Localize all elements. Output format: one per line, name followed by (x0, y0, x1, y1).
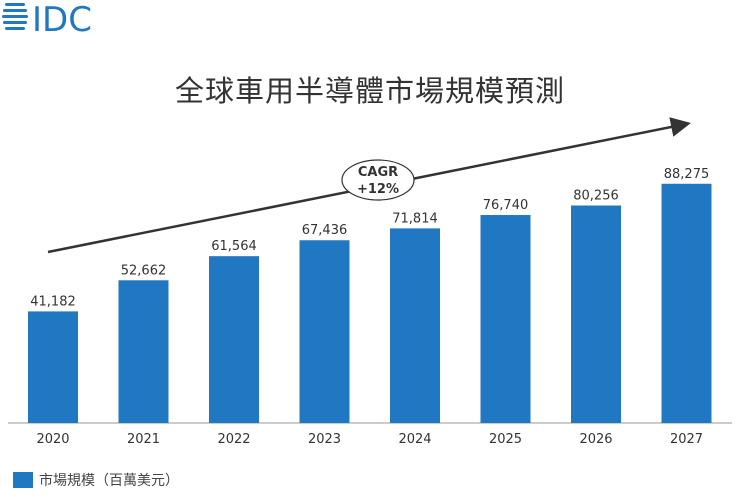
bar-2024 (390, 228, 440, 423)
data-label: 76,740 (483, 198, 529, 213)
data-label: 67,436 (302, 223, 348, 238)
data-label: 88,275 (664, 167, 710, 182)
chart-title: 全球車用半導體市場規模預測 (174, 74, 565, 108)
x-tick-label: 2021 (127, 432, 160, 447)
cagr-value: +12% (357, 182, 399, 197)
bar-2026 (571, 205, 621, 423)
cagr-bubble (341, 159, 415, 201)
data-label: 61,564 (211, 239, 257, 254)
bar-2021 (118, 280, 169, 423)
x-tick-label: 2020 (36, 432, 69, 447)
data-label: 41,182 (30, 294, 76, 309)
svg-text:IDC: IDC (32, 0, 92, 36)
cagr-label: CAGR (358, 165, 398, 180)
x-tick-label: 2024 (398, 432, 431, 447)
data-label: 52,662 (121, 263, 167, 278)
data-label: 71,814 (392, 211, 438, 226)
legend-swatch (13, 472, 33, 488)
legend: 市場規模（百萬美元） (13, 470, 179, 490)
bar-2022 (209, 256, 259, 423)
x-tick-label: 2022 (217, 432, 250, 447)
x-tick-label: 2027 (670, 432, 703, 447)
idc-logo: IDC (2, 0, 92, 36)
bar-2025 (480, 215, 531, 423)
data-label: 80,256 (573, 189, 619, 204)
bar-2027 (661, 183, 712, 423)
x-tick-label: 2026 (579, 432, 612, 447)
x-tick-label: 2023 (308, 432, 341, 447)
x-tick-label: 2025 (489, 432, 522, 447)
legend-label: 市場規模（百萬美元） (39, 473, 179, 489)
bar-2023 (299, 240, 350, 423)
bar-2020 (28, 311, 78, 423)
